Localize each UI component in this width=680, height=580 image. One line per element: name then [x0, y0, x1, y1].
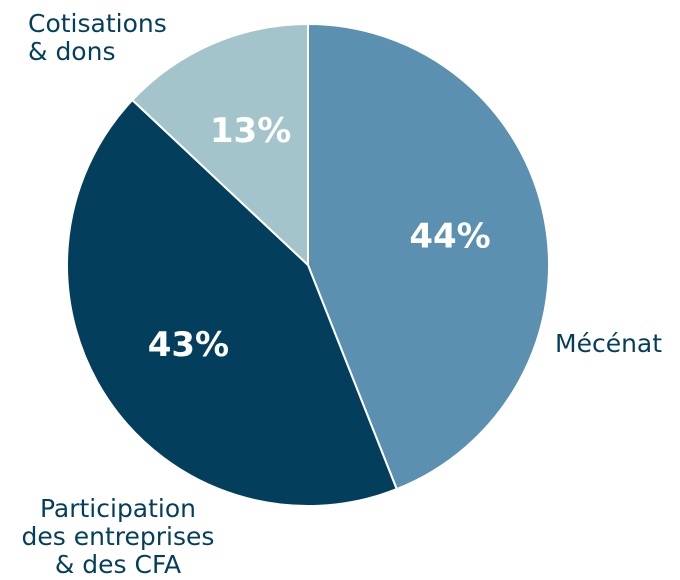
value-label: 44% — [409, 216, 490, 256]
value-label: 13% — [210, 111, 291, 151]
pie-slice — [66, 98, 399, 507]
pie-slice — [307, 22, 550, 491]
category-label: Cotisations & dons — [28, 9, 167, 66]
value-label: 43% — [148, 325, 229, 365]
pie-slice — [130, 22, 309, 268]
category-label: Participation des entreprises & des CFA — [21, 494, 215, 579]
category-label: Mécénat — [555, 329, 663, 358]
